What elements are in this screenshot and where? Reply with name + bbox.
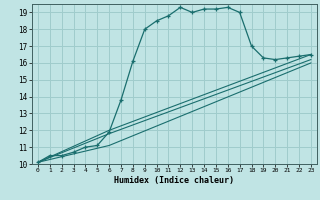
X-axis label: Humidex (Indice chaleur): Humidex (Indice chaleur) [115,176,234,185]
